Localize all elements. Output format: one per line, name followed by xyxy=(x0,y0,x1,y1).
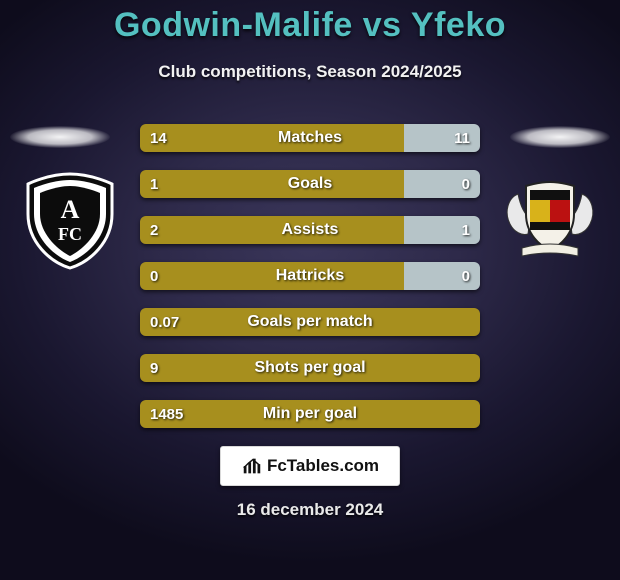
subtitle: Club competitions, Season 2024/2025 xyxy=(0,62,620,82)
stat-row: Goals per match0.07 xyxy=(140,308,480,336)
bar-segment-left xyxy=(140,262,404,290)
title-player-right: Yfeko xyxy=(411,6,506,44)
svg-text:A: A xyxy=(61,195,80,224)
svg-text:FC: FC xyxy=(58,224,82,244)
bars-chart-icon xyxy=(241,455,263,477)
bar-segment-right xyxy=(404,124,481,152)
bar-segment-left xyxy=(140,354,480,382)
stat-row: Assists21 xyxy=(140,216,480,244)
brand-label: FcTables.com xyxy=(267,456,379,476)
stat-row: Hattricks00 xyxy=(140,262,480,290)
bar-segment-left xyxy=(140,400,480,428)
comparison-bars: Matches1411 Goals10 Assists21 Hattricks00 Go… xyxy=(140,124,480,446)
bar-track xyxy=(140,170,480,198)
bar-segment-right xyxy=(404,216,481,244)
stat-row: Goals10 xyxy=(140,170,480,198)
bar-segment-left xyxy=(140,308,480,336)
shield-icon: A FC xyxy=(20,170,120,270)
bar-track xyxy=(140,354,480,382)
bar-segment-left xyxy=(140,124,404,152)
generated-date: 16 december 2024 xyxy=(0,500,620,520)
bar-segment-right xyxy=(404,170,481,198)
crest-icon xyxy=(500,164,600,264)
player-right-shadow xyxy=(510,126,610,148)
title-sep: vs xyxy=(353,6,411,44)
stat-row: Min per goal1485 xyxy=(140,400,480,428)
bar-track xyxy=(140,262,480,290)
stat-row: Shots per goal9 xyxy=(140,354,480,382)
bar-segment-left xyxy=(140,216,404,244)
bar-segment-left xyxy=(140,170,404,198)
page-title: Godwin-Malife vs Yfeko xyxy=(0,6,620,45)
bar-track xyxy=(140,308,480,336)
bar-segment-right xyxy=(404,262,481,290)
brand-box[interactable]: FcTables.com xyxy=(220,446,400,486)
stat-row: Matches1411 xyxy=(140,124,480,152)
player-left-shadow xyxy=(10,126,110,148)
title-player-left: Godwin-Malife xyxy=(114,6,353,44)
club-badge-left: A FC xyxy=(20,170,120,270)
bar-track xyxy=(140,400,480,428)
bar-track xyxy=(140,124,480,152)
club-badge-right xyxy=(500,164,600,264)
bar-track xyxy=(140,216,480,244)
